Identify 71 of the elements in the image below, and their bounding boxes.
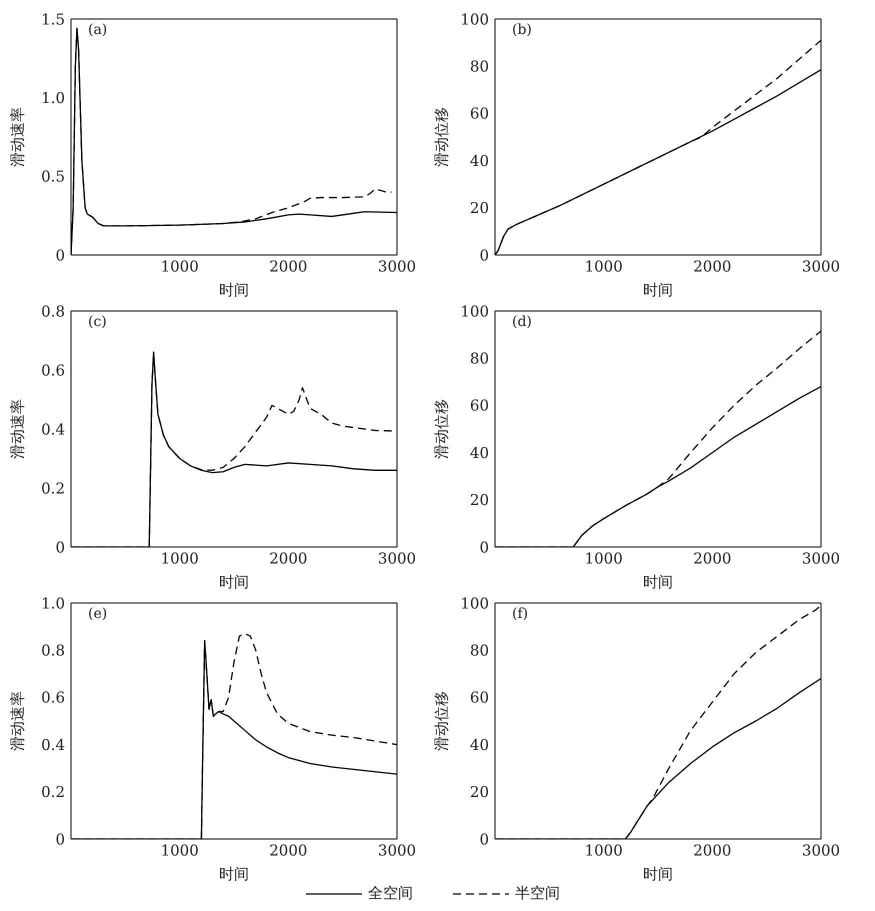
x-axis-title: 时间 [643, 865, 673, 883]
y-tick-label: 100 [460, 594, 489, 612]
y-tick-label: 0 [479, 830, 489, 848]
y-tick-label: 1.0 [41, 594, 65, 612]
annotation: (b) [512, 22, 532, 38]
y-tick-label: 60 [470, 396, 489, 415]
y-tick-label: 40 [470, 736, 489, 754]
y-tick-label: 0 [55, 830, 65, 848]
annotation: (f) [512, 606, 528, 622]
y-tick-label: 20 [470, 783, 489, 802]
x-tick-label: 2000 [269, 258, 308, 276]
y-tick-label: 0.8 [41, 642, 65, 660]
annotation: (a) [88, 22, 108, 38]
y-tick-label: 60 [470, 104, 489, 123]
y-tick-label: 80 [470, 350, 489, 368]
x-axis-title: 时间 [643, 573, 673, 591]
y-tick-label: 1.0 [41, 88, 65, 107]
x-tick-label: 1000 [160, 258, 199, 276]
y-tick-label: 60 [470, 688, 489, 707]
x-tick-label: 1000 [160, 550, 199, 568]
x-tick-label: 1000 [584, 842, 623, 860]
y-tick-label: 0.4 [41, 736, 65, 754]
y-tick-label: 80 [470, 58, 489, 76]
y-axis-title: 滑动位移 [432, 691, 450, 751]
y-axis-title: 滑动速率 [8, 399, 26, 459]
x-tick-label: 1000 [584, 258, 623, 276]
y-axis-title: 滑动位移 [432, 399, 450, 459]
y-tick-label: 0 [55, 538, 65, 556]
y-tick-label: 0 [479, 246, 489, 264]
x-tick-label: 2000 [693, 258, 732, 276]
x-tick-label: 2000 [693, 550, 732, 568]
y-tick-label: 20 [470, 199, 489, 218]
annotation: (c) [88, 314, 107, 330]
y-tick-label: 0.5 [41, 168, 65, 186]
x-tick-label: 3000 [802, 258, 840, 276]
y-tick-label: 0 [55, 246, 65, 264]
x-tick-label: 3000 [378, 842, 416, 860]
y-axis-title: 滑动速率 [8, 691, 26, 751]
y-tick-label: 20 [470, 491, 489, 510]
y-tick-label: 40 [470, 152, 489, 170]
x-tick-label: 2000 [269, 550, 308, 568]
y-axis-title: 滑动位移 [432, 107, 450, 167]
x-axis-title: 时间 [219, 573, 249, 591]
y-tick-label: 100 [460, 302, 489, 320]
x-tick-label: 3000 [802, 550, 840, 568]
y-tick-label: 100 [460, 10, 489, 28]
y-tick-label: 40 [470, 444, 489, 462]
x-tick-label: 3000 [378, 258, 416, 276]
x-axis-title: 时间 [219, 281, 249, 299]
y-tick-label: 80 [470, 642, 489, 660]
y-tick-label: 0 [479, 538, 489, 556]
legend-label: 半空间 [515, 884, 560, 903]
x-axis-title: 时间 [219, 865, 249, 883]
y-tick-label: 0.8 [41, 302, 65, 320]
legend-label: 全空间 [368, 884, 413, 903]
y-tick-label: 0.6 [41, 361, 65, 380]
x-tick-label: 2000 [693, 842, 732, 860]
y-tick-label: 0.6 [41, 688, 65, 707]
y-tick-label: 0.2 [41, 783, 65, 802]
x-tick-label: 2000 [269, 842, 308, 860]
y-tick-label: 0.2 [41, 479, 65, 498]
x-tick-label: 1000 [160, 842, 199, 860]
y-tick-label: 1.5 [41, 10, 65, 28]
y-tick-label: 0.4 [41, 420, 65, 438]
annotation: (e) [88, 606, 108, 622]
x-tick-label: 3000 [802, 842, 840, 860]
x-axis-title: 时间 [643, 281, 673, 299]
y-axis-title: 滑动速率 [8, 107, 26, 167]
x-tick-label: 3000 [378, 550, 416, 568]
annotation: (d) [512, 314, 532, 330]
x-tick-label: 1000 [584, 550, 623, 568]
